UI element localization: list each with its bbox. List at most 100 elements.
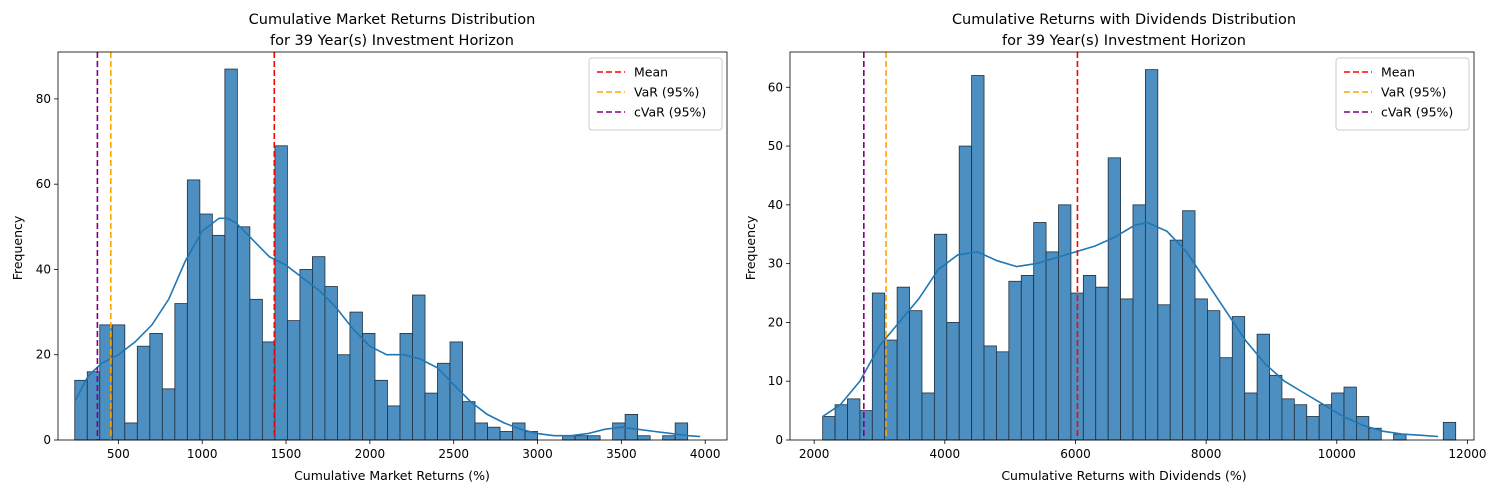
- histogram-bar: [1045, 251, 1059, 441]
- histogram-bar: [1182, 210, 1196, 441]
- legend: Mean VaR (95%) cVaR (95%): [588, 57, 723, 131]
- histogram-bar: [474, 422, 488, 441]
- histogram-bar: [909, 310, 923, 441]
- histogram-bar: [111, 324, 126, 441]
- histogram-bar: [299, 269, 313, 441]
- histogram-bar: [249, 298, 263, 441]
- histogram-bar: [374, 379, 388, 441]
- histogram-bar: [1008, 280, 1022, 441]
- histogram-bar: [1082, 274, 1097, 441]
- histogram-bar: [487, 426, 501, 441]
- x-tick-label: 6000: [1060, 447, 1091, 461]
- chart-title-line-2: for 39 Year(s) Investment Horizon: [1002, 33, 1246, 49]
- histogram-bar: [1120, 298, 1134, 441]
- histogram-bar: [1293, 404, 1308, 441]
- histogram-bar: [124, 422, 138, 441]
- y-tick-label: 20: [768, 315, 783, 329]
- legend-box: [588, 57, 723, 131]
- y-tick-label: 40: [36, 262, 51, 276]
- y-tick-label: 80: [36, 92, 51, 106]
- histogram-bar: [587, 435, 601, 441]
- legend-label: cVaR (95%): [634, 105, 706, 120]
- histogram-bar: [1207, 310, 1221, 441]
- histogram-panel-market-returns: Cumulative Market Returns Distribution f…: [10, 12, 728, 483]
- y-tick-label: 50: [768, 139, 783, 153]
- histogram-bar: [574, 435, 588, 441]
- histogram-bar: [971, 75, 985, 441]
- histogram-bar: [312, 256, 326, 441]
- histogram-bar: [674, 422, 689, 441]
- histogram-bar: [1095, 286, 1109, 441]
- histogram-bar: [847, 398, 861, 441]
- histogram-bar: [174, 303, 188, 441]
- histogram-bar: [1306, 416, 1320, 441]
- histogram-bar: [946, 322, 960, 441]
- y-tick-label: 0: [775, 433, 783, 447]
- histogram-bar: [662, 435, 676, 441]
- histogram-bar: [1033, 222, 1047, 441]
- legend-label: Mean: [1381, 65, 1415, 80]
- legend-label: Mean: [634, 65, 668, 80]
- x-tick-label: 1000: [187, 447, 218, 461]
- histogram-bar: [1194, 298, 1208, 441]
- x-tick-label: 8000: [1191, 447, 1222, 461]
- histogram-bar: [387, 405, 401, 441]
- histogram-bar: [834, 404, 848, 441]
- kde-curve: [822, 221, 1439, 438]
- chart-title-line-1: Cumulative Returns with Dividends Distri…: [952, 12, 1296, 28]
- histogram-bar: [1356, 416, 1370, 441]
- histogram-bar: [512, 422, 526, 441]
- histogram-bar: [1132, 204, 1146, 441]
- legend-label: cVaR (95%): [1381, 105, 1453, 120]
- x-tick-label: 2500: [438, 447, 469, 461]
- histogram-bar: [1020, 274, 1035, 441]
- x-axis-label: Cumulative Market Returns (%): [294, 468, 490, 483]
- histogram-bar: [1256, 333, 1270, 441]
- histogram-bar: [161, 388, 176, 441]
- histogram-bar: [199, 213, 213, 441]
- histogram-bar: [287, 320, 301, 441]
- legend-label: VaR (95%): [634, 85, 699, 100]
- axes-frame: [789, 51, 1475, 441]
- x-tick-label: 4000: [690, 447, 721, 461]
- legend: Mean VaR (95%) cVaR (95%): [1335, 57, 1470, 131]
- histogram-bar: [1157, 304, 1171, 441]
- x-tick-label: 4000: [930, 447, 961, 461]
- histogram-bar: [1219, 357, 1233, 441]
- histogram-bar: [1169, 239, 1184, 441]
- histogram-bar: [462, 401, 476, 441]
- histogram-bar: [236, 226, 251, 441]
- histogram-bar: [637, 435, 651, 441]
- histogram-bar: [1107, 157, 1121, 441]
- x-axis-label: Cumulative Returns with Dividends (%): [1001, 468, 1246, 483]
- histogram-bar: [399, 333, 413, 441]
- x-tick-label: 10000: [1318, 447, 1356, 461]
- histogram-bar: [337, 354, 351, 441]
- x-tick-label: 3000: [522, 447, 553, 461]
- x-tick-label: 1500: [271, 447, 302, 461]
- histogram-bar: [983, 345, 997, 441]
- histogram-bar: [1343, 386, 1357, 441]
- y-axis-label: Frequency: [743, 215, 758, 280]
- histogram-bar: [261, 341, 276, 441]
- histogram-bar: [274, 145, 288, 441]
- y-tick-label: 60: [36, 177, 51, 191]
- histogram-bar: [1244, 392, 1258, 441]
- histogram-bar: [211, 234, 226, 441]
- histogram-bar: [958, 145, 973, 441]
- histogram-bar: [136, 345, 151, 441]
- x-tick-label: 2000: [799, 447, 830, 461]
- histogram-bar: [921, 392, 935, 441]
- y-axis-label: Frequency: [10, 215, 25, 280]
- histogram-bar: [1442, 421, 1457, 441]
- histogram-bar: [1269, 374, 1283, 441]
- y-tick-label: 0: [43, 433, 51, 447]
- histogram-bar: [186, 179, 201, 441]
- histogram-bar: [1144, 69, 1159, 441]
- histogram-bar: [859, 410, 873, 441]
- axes-frame: [57, 51, 728, 441]
- histogram-bar: [499, 431, 513, 441]
- legend-box: [1335, 57, 1470, 131]
- y-tick-label: 30: [768, 257, 783, 271]
- legend-label: VaR (95%): [1381, 85, 1446, 100]
